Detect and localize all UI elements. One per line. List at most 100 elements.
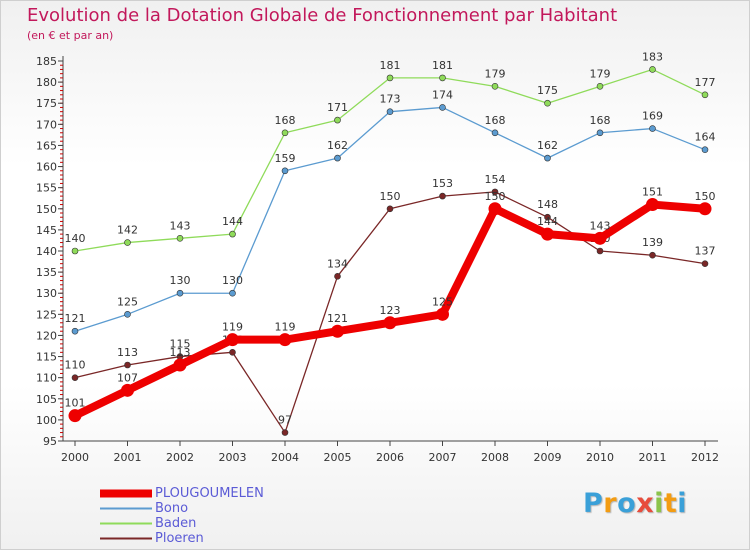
data-point-bono — [596, 129, 604, 137]
data-point-baden — [649, 66, 656, 73]
data-point-ploeren — [491, 188, 499, 196]
y-tick-label: 155 — [36, 182, 57, 195]
line-chart: 95 100 105 110 115 120 125 130 135 140 145 150 155 16… — [36, 50, 719, 464]
data-label-bono: 174 — [432, 88, 453, 101]
x-tick-label: 2000 — [61, 451, 89, 464]
x-tick-label: 2004 — [271, 451, 299, 464]
y-tick-label: 125 — [36, 308, 57, 321]
y-tick-label: 140 — [36, 245, 57, 258]
y-tick-label: 130 — [36, 287, 57, 300]
y-tick-label: 165 — [36, 139, 57, 152]
data-point-ploeren — [439, 192, 446, 200]
x-tick-label: 2002 — [166, 451, 194, 464]
legend-swatch-baden — [100, 522, 152, 525]
data-label-baden: 181 — [432, 59, 453, 72]
data-label-ploeren: 137 — [695, 245, 716, 258]
y-tick-label: 175 — [36, 97, 57, 110]
x-tick-label: 2005 — [324, 451, 352, 464]
logo-letter: x — [636, 488, 655, 519]
data-label-baden: 183 — [642, 50, 663, 63]
data-point-bono — [176, 289, 184, 297]
y-tick-label: 160 — [36, 161, 57, 174]
data-point-baden — [334, 116, 341, 124]
data-label-baden: 143 — [170, 219, 191, 232]
data-label-bono: 173 — [380, 93, 401, 106]
data-point-plougoumelen — [383, 316, 397, 330]
data-point-ploeren — [596, 247, 604, 255]
data-label-plougoumelen: 150 — [695, 190, 716, 203]
x-tick-label: 2006 — [376, 451, 404, 464]
data-label-bono: 168 — [485, 114, 506, 127]
data-point-plougoumelen — [646, 198, 659, 212]
data-point-plougoumelen — [278, 333, 292, 347]
proxiti-logo: Proxiti — [583, 488, 687, 519]
x-tick-label: 2010 — [586, 451, 614, 464]
data-label-baden: 175 — [537, 84, 558, 97]
y-tick-label: 120 — [36, 329, 57, 342]
y-tick-label: 105 — [36, 393, 57, 406]
data-point-baden — [439, 74, 446, 82]
data-label-plougoumelen: 150 — [485, 190, 506, 203]
legend-item-bono: Bono — [100, 501, 400, 516]
logo-letter: i — [677, 488, 688, 519]
data-label-baden: 140 — [65, 232, 86, 245]
y-tick-label: 150 — [36, 203, 57, 216]
y-tick-label: 145 — [36, 224, 57, 237]
data-point-ploeren — [124, 361, 131, 369]
data-point-ploeren — [649, 251, 656, 259]
x-tick-label: 2009 — [534, 451, 562, 464]
data-label-bono: 162 — [537, 139, 558, 152]
logo-letter: t — [663, 488, 678, 519]
data-point-plougoumelen — [541, 227, 554, 241]
chart-title: Evolution de la Dotation Globale de Fonc… — [27, 5, 618, 26]
legend-item-plougoumelen: PLOUGOUMELEN — [100, 486, 400, 501]
data-point-plougoumelen — [436, 307, 449, 321]
legend-swatch-plougoumelen — [100, 489, 152, 498]
data-point-bono — [124, 311, 131, 318]
data-label-ploeren: 134 — [327, 257, 348, 270]
data-point-bono — [229, 289, 236, 297]
data-point-baden — [701, 91, 709, 99]
data-label-ploeren: 154 — [485, 173, 506, 186]
y-tick-label: 135 — [36, 266, 57, 279]
chart-subtitle: (en € et par an) — [27, 29, 114, 42]
data-label-plougoumelen: 113 — [170, 346, 191, 359]
data-point-ploeren — [334, 273, 341, 280]
data-point-ploeren — [281, 429, 289, 436]
y-tick-label: 115 — [36, 351, 57, 364]
data-point-baden — [544, 99, 551, 107]
y-tick-label: 95 — [43, 435, 57, 448]
data-label-bono: 162 — [327, 139, 348, 152]
data-point-bono — [439, 104, 446, 111]
data-label-bono: 130 — [170, 274, 191, 287]
data-point-bono — [491, 129, 499, 137]
legend: PLOUGOUMELEN Bono Baden Ploeren — [100, 486, 400, 546]
legend-swatch-ploeren — [100, 537, 152, 540]
logo-letter: i — [654, 488, 664, 519]
data-label-baden: 181 — [380, 59, 401, 72]
x-tick-label: 2001 — [114, 451, 142, 464]
data-point-plougoumelen — [488, 202, 502, 216]
data-label-baden: 179 — [485, 67, 506, 80]
data-point-baden — [281, 129, 289, 137]
data-label-baden: 177 — [695, 76, 716, 89]
data-point-bono — [701, 146, 709, 153]
data-point-plougoumelen — [68, 409, 82, 423]
data-point-bono — [71, 327, 79, 335]
data-label-baden: 142 — [117, 224, 138, 237]
x-tick-label: 2011 — [639, 451, 667, 464]
data-point-baden — [491, 83, 499, 90]
x-tick-label: 2008 — [481, 451, 509, 464]
data-label-bono: 121 — [65, 312, 86, 325]
legend-label-ploeren: Ploeren — [155, 531, 204, 546]
data-point-ploeren — [71, 374, 79, 381]
x-tick-label: 2003 — [219, 451, 247, 464]
legend-item-baden: Baden — [100, 516, 400, 531]
data-label-plougoumelen: 123 — [380, 304, 401, 317]
legend-item-ploeren: Ploeren — [100, 531, 400, 546]
data-label-bono: 169 — [642, 110, 663, 123]
data-point-baden — [71, 247, 79, 255]
y-tick-label: 110 — [36, 372, 57, 385]
data-point-plougoumelen — [226, 333, 239, 347]
legend-swatch-bono — [100, 507, 152, 510]
